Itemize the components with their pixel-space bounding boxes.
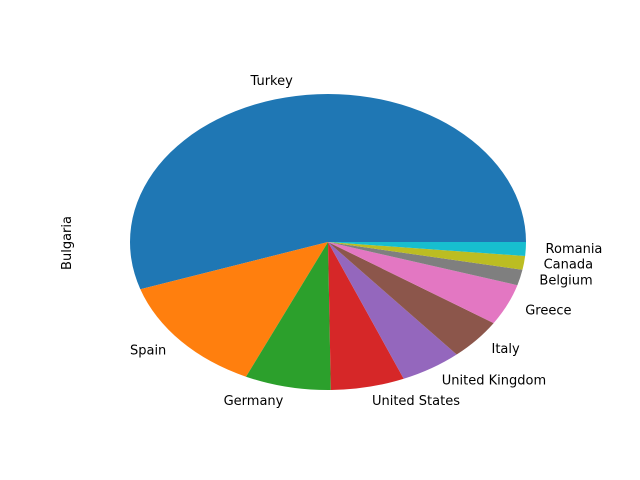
pie-label-canada: Canada	[544, 258, 593, 273]
pie-label-united-states: United States	[372, 394, 460, 409]
pie-slice-turkey	[129, 93, 526, 290]
pie-slice-united-kingdom	[328, 242, 457, 379]
pie-label-spain: Spain	[130, 344, 166, 359]
pie-slice-greece	[328, 242, 518, 324]
pie-slice-belgium	[328, 242, 523, 286]
pie-label-romania: Romania	[546, 242, 603, 257]
pie-slice-germany	[246, 242, 331, 391]
pie-label-belgium: Belgium	[539, 274, 592, 289]
pie-label-italy: Italy	[492, 342, 521, 357]
pie-slice-canada	[328, 242, 526, 270]
y-axis-label: Bulgaria	[60, 216, 75, 270]
pie-label-greece: Greece	[525, 304, 571, 319]
pie-labels: Turkey Spain Germany United States United Ki…	[130, 74, 602, 409]
pie-label-united-kingdom: United Kingdom	[442, 373, 546, 388]
pie-slice-spain	[140, 242, 328, 377]
pie-slice-italy	[328, 242, 494, 355]
pie-slice-united-states	[328, 242, 404, 390]
pie-slice-romania	[328, 242, 526, 256]
pie-label-germany: Germany	[224, 394, 284, 409]
pie-label-turkey: Turkey	[249, 74, 293, 89]
pie-slices	[129, 93, 526, 391]
